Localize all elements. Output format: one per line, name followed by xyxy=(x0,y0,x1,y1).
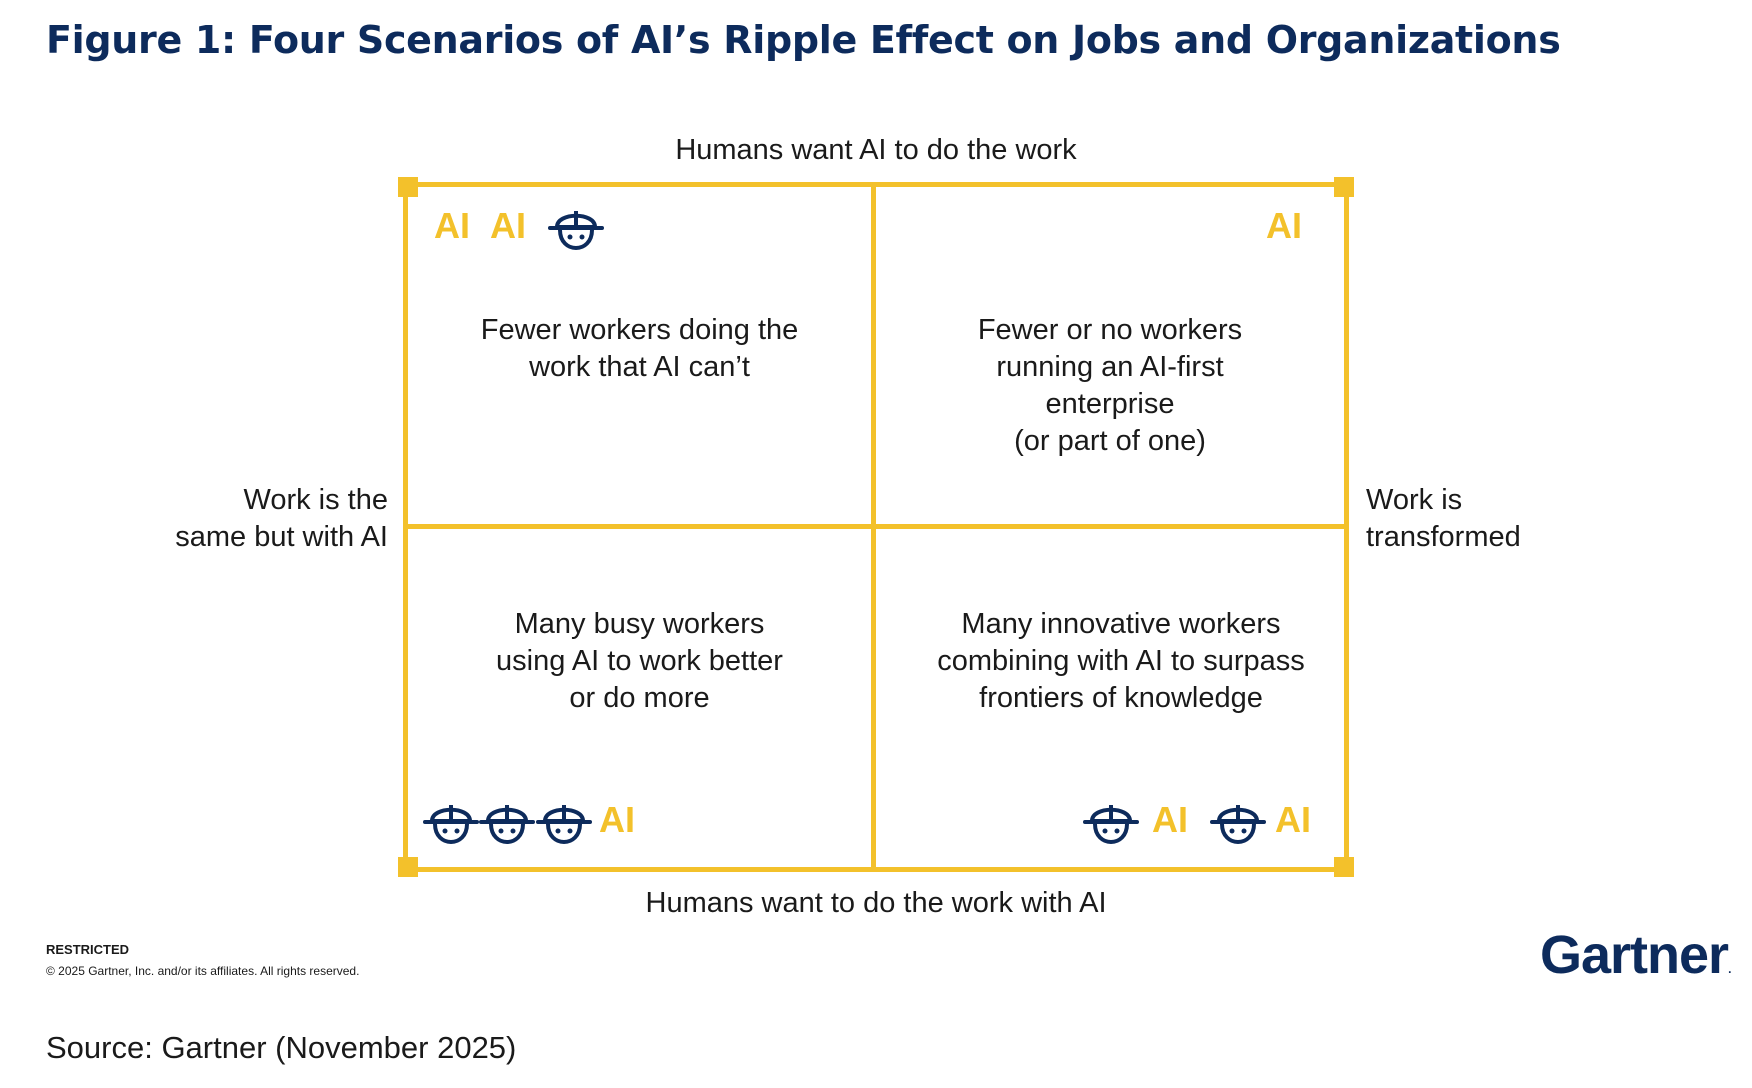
source-note: Source: Gartner (November 2025) xyxy=(46,1030,517,1065)
quadrant-line: frontiers of knowledge xyxy=(979,682,1263,714)
quadrant-line: Many innovative workers xyxy=(961,608,1281,640)
quadrant-line: combining with AI to surpass xyxy=(937,645,1305,677)
axis-label-right: Work is transformed xyxy=(1366,482,1606,556)
ai-badge: AI xyxy=(599,799,635,840)
worker-hardhat-icon xyxy=(547,200,605,256)
ai-badge: AI xyxy=(490,205,526,246)
corner-mark xyxy=(398,177,418,197)
brand-name: Gartner xyxy=(1540,925,1729,985)
axis-label-left: Work is the same but with AI xyxy=(100,482,388,556)
copyright-notice: © 2025 Gartner, Inc. and/or its affiliat… xyxy=(46,964,360,978)
ai-badge: AI xyxy=(1275,799,1311,840)
axis-left-line: Work is the xyxy=(243,484,388,516)
ai-badge: AI xyxy=(434,205,470,246)
grid-horizontal-divider xyxy=(403,524,1349,529)
worker-hardhat-icon xyxy=(422,794,480,850)
quadrant-line: or do more xyxy=(569,682,710,714)
quadrant-text-bottom-right: Many innovative workers combining with A… xyxy=(876,606,1344,717)
quadrant-line: work that AI can’t xyxy=(529,351,750,383)
gartner-logo: Gartner. xyxy=(1540,924,1731,986)
quadrant-text-top-left: Fewer workers doing the work that AI can… xyxy=(408,312,871,386)
axis-left-line: same but with AI xyxy=(175,521,388,553)
quadrant-line: (or part of one) xyxy=(1014,425,1206,457)
quadrant-line: using AI to work better xyxy=(496,645,783,677)
corner-mark xyxy=(398,857,418,877)
quadrant-grid: AI AI Fewer workers doing the work that … xyxy=(398,177,1354,877)
brand-mark: . xyxy=(1728,962,1732,976)
axis-label-top: Humans want AI to do the work xyxy=(675,134,1077,166)
quadrant-line: enterprise xyxy=(1045,388,1175,420)
quadrant-line: running an AI-first xyxy=(996,351,1224,383)
worker-hardhat-icon xyxy=(478,794,536,850)
corner-mark xyxy=(1334,857,1354,877)
axis-right-line: Work is xyxy=(1366,484,1463,516)
worker-hardhat-icon xyxy=(1082,794,1140,850)
worker-hardhat-icon xyxy=(535,794,593,850)
axis-right-line: transformed xyxy=(1366,521,1521,553)
quadrant-line: Fewer or no workers xyxy=(977,314,1243,346)
corner-mark xyxy=(1334,177,1354,197)
quadrant-line: Fewer workers doing the xyxy=(480,314,799,346)
quadrant-text-bottom-left: Many busy workers using AI to work bette… xyxy=(408,606,871,717)
quadrant-text-top-right: Fewer or no workers running an AI-first … xyxy=(876,312,1344,460)
ai-badge: AI xyxy=(1152,799,1188,840)
axis-label-bottom: Humans want to do the work with AI xyxy=(645,887,1107,919)
worker-hardhat-icon xyxy=(1209,794,1267,850)
ai-badge: AI xyxy=(1266,205,1302,246)
quadrant-line: Many busy workers xyxy=(514,608,765,640)
figure-title: Figure 1: Four Scenarios of AI’s Ripple … xyxy=(46,18,1561,62)
restricted-label: RESTRICTED xyxy=(46,942,130,957)
